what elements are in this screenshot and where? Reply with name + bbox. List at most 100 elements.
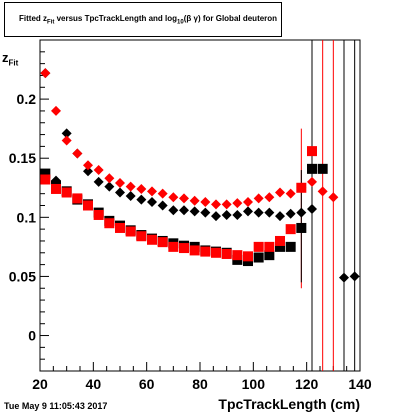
- data-point: [285, 241, 296, 252]
- data-point: [40, 174, 51, 185]
- x-tick-label: 80: [192, 376, 208, 392]
- y-tick-label: 0.2: [17, 91, 37, 107]
- data-point: [253, 207, 264, 218]
- data-point: [339, 272, 349, 283]
- data-point: [157, 237, 168, 248]
- data-point: [93, 176, 104, 187]
- x-tick-label: 20: [32, 376, 48, 392]
- x-axis-label: TpcTrackLength (cm): [218, 396, 360, 412]
- data-point: [232, 250, 243, 261]
- data-point: [232, 198, 243, 209]
- data-point: [93, 209, 104, 220]
- data-point: [211, 211, 221, 222]
- x-tick-label: 140: [348, 376, 372, 392]
- data-point: [221, 199, 232, 210]
- data-point: [83, 166, 93, 177]
- data-point: [168, 205, 179, 216]
- data-point: [275, 241, 285, 252]
- data-point: [275, 187, 285, 198]
- data-point: [168, 192, 179, 203]
- data-point: [125, 191, 136, 202]
- data-point: [40, 168, 51, 179]
- data-point: [83, 200, 93, 211]
- data-point: [189, 206, 200, 217]
- data-point: [147, 186, 157, 197]
- data-point: [307, 176, 317, 187]
- y-axis-label: zFit: [2, 50, 19, 68]
- data-point: [104, 218, 115, 229]
- data-point: [275, 211, 285, 222]
- y-tick-label: 0.05: [9, 268, 36, 284]
- data-point: [221, 248, 232, 259]
- x-tick-label: 100: [242, 376, 266, 392]
- x-tick-label: 40: [86, 376, 102, 392]
- data-point: [61, 128, 72, 139]
- data-point: [72, 193, 83, 204]
- data-point: [211, 247, 221, 258]
- data-point: [40, 68, 51, 79]
- data-point: [253, 241, 264, 252]
- data-point: [243, 251, 253, 262]
- timestamp: Tue May 9 11:05:43 2017: [4, 401, 108, 411]
- data-point: [125, 181, 136, 192]
- data-point: [168, 241, 179, 252]
- data-point: [296, 182, 307, 193]
- y-tick-label: 0: [28, 328, 36, 344]
- data-point: [179, 205, 189, 216]
- data-point: [296, 222, 307, 233]
- data-point: [328, 192, 339, 203]
- data-point: [296, 207, 307, 218]
- chart-title: Fitted zFit versus TpcTrackLength and lo…: [19, 13, 278, 26]
- data-point: [211, 199, 221, 210]
- data-point: [115, 178, 125, 189]
- data-point: [275, 235, 285, 246]
- data-point: [243, 206, 253, 217]
- data-point: [253, 193, 264, 204]
- data-point: [317, 186, 328, 197]
- data-point: [264, 192, 275, 203]
- y-tick-label: 0.15: [9, 150, 36, 166]
- data-point: [72, 148, 83, 159]
- data-point: [221, 209, 232, 220]
- x-tick-label: 120: [295, 376, 319, 392]
- data-point: [61, 135, 72, 146]
- data-point: [285, 208, 296, 219]
- data-point: [136, 194, 147, 205]
- data-point: [104, 173, 115, 184]
- data-point: [136, 183, 147, 194]
- data-point: [157, 200, 168, 211]
- data-point: [157, 188, 168, 199]
- data-point: [147, 196, 157, 207]
- data-point: [179, 243, 189, 254]
- data-point: [115, 222, 125, 233]
- data-point: [243, 196, 253, 207]
- data-point: [285, 224, 296, 235]
- data-point: [115, 187, 125, 198]
- data-point: [200, 246, 211, 257]
- data-point: [125, 226, 136, 237]
- chart-title-box: Fitted zFit versus TpcTrackLength and lo…: [4, 2, 282, 37]
- y-tick-label: 0.1: [17, 209, 37, 225]
- data-point: [264, 241, 275, 252]
- data-point: [83, 160, 93, 171]
- data-point: [232, 209, 243, 220]
- data-point: [189, 245, 200, 256]
- data-point: [179, 193, 189, 204]
- data-point: [51, 105, 61, 116]
- data-point: [136, 231, 147, 242]
- data-point: [307, 204, 317, 215]
- data-point: [307, 163, 317, 174]
- data-point: [104, 181, 115, 192]
- data-point: [93, 165, 104, 176]
- data-point: [189, 195, 200, 206]
- data-point: [253, 252, 264, 263]
- data-point: [200, 196, 211, 207]
- x-tick-label: 60: [139, 376, 155, 392]
- data-point: [264, 207, 275, 218]
- data-point: [61, 187, 72, 198]
- data-point: [147, 234, 157, 245]
- data-point: [200, 207, 211, 218]
- data-point: [51, 183, 61, 194]
- data-point: [307, 146, 317, 157]
